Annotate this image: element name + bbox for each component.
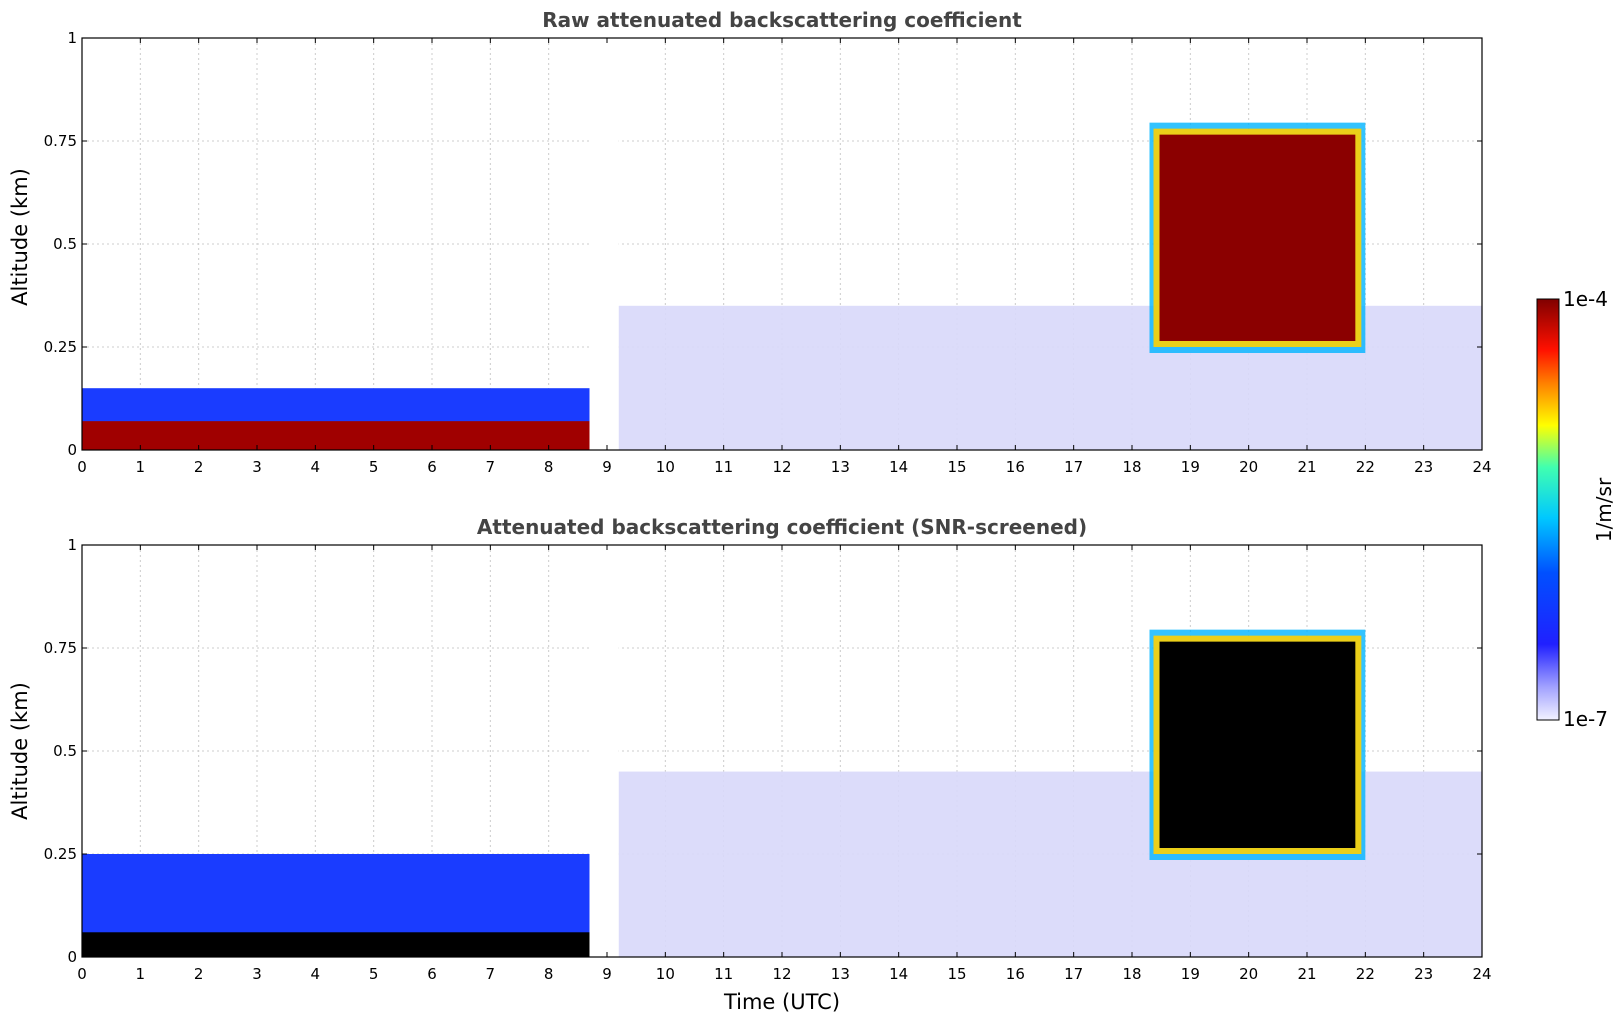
x-tick-label: 1: [136, 458, 146, 476]
x-tick-label: 22: [1356, 458, 1375, 476]
y-tick-label: 0.25: [44, 845, 77, 863]
x-tick-label: 13: [831, 458, 850, 476]
y-tick-label: 0: [67, 441, 77, 459]
x-tick-label: 10: [656, 458, 675, 476]
x-tick-label: 24: [1472, 458, 1491, 476]
x-tick-label: 8: [544, 965, 554, 983]
x-tick-label: 17: [1064, 965, 1083, 983]
x-tick-label: 2: [194, 458, 204, 476]
y-tick-label: 0: [67, 948, 77, 966]
x-tick-label: 11: [714, 458, 733, 476]
x-tick-label: 6: [427, 458, 437, 476]
x-tick-label: 20: [1239, 458, 1258, 476]
raw-backscatter-panel: Raw attenuated backscattering coefficien…: [8, 8, 1492, 476]
panel-title: Raw attenuated backscattering coefficien…: [542, 8, 1022, 32]
x-tick-label: 13: [831, 965, 850, 983]
data-gap: [589, 38, 619, 450]
y-tick-label: 0.75: [44, 639, 77, 657]
snr-screened-panel: Attenuated backscattering coefficient (S…: [8, 515, 1492, 1014]
y-axis-label: Altitude (km): [8, 682, 32, 820]
x-tick-label: 2: [194, 965, 204, 983]
x-tick-label: 5: [369, 965, 379, 983]
x-tick-label: 18: [1122, 458, 1141, 476]
x-tick-label: 15: [947, 965, 966, 983]
x-tick-label: 10: [656, 965, 675, 983]
x-tick-label: 11: [714, 965, 733, 983]
x-tick-label: 23: [1414, 965, 1433, 983]
x-tick-label: 12: [772, 965, 791, 983]
x-tick-label: 9: [602, 965, 612, 983]
y-tick-label: 0.5: [53, 235, 77, 253]
x-tick-label: 16: [1006, 965, 1025, 983]
x-tick-label: 3: [252, 458, 262, 476]
cloud-core: [1159, 134, 1356, 341]
colorbar-label: 1/m/sr: [1592, 477, 1616, 542]
colorbar: 1e-4 1e-7 1/m/sr: [1536, 287, 1616, 731]
x-tick-label: 17: [1064, 458, 1083, 476]
x-tick-label: 20: [1239, 965, 1258, 983]
feature-band: [82, 421, 590, 450]
x-tick-label: 3: [252, 965, 262, 983]
x-tick-label: 1: [136, 965, 146, 983]
x-tick-label: 0: [77, 965, 87, 983]
x-tick-label: 21: [1297, 965, 1316, 983]
y-tick-label: 0.25: [44, 338, 77, 356]
x-tick-label: 19: [1181, 965, 1200, 983]
x-tick-label: 18: [1122, 965, 1141, 983]
y-tick-label: 1: [67, 29, 77, 47]
colorbar-gradient: [1536, 298, 1560, 721]
y-tick-labels: 0 0.25 0.5 0.75 1: [44, 536, 1482, 966]
x-tick-label: 6: [427, 965, 437, 983]
x-tick-label: 14: [889, 458, 908, 476]
x-tick-label: 22: [1356, 965, 1375, 983]
y-tick-label: 1: [67, 536, 77, 554]
y-tick-label: 0.75: [44, 132, 77, 150]
x-tick-label: 19: [1181, 458, 1200, 476]
heatmap-area: [81, 37, 1483, 451]
x-tick-label: 4: [311, 965, 321, 983]
heatmap-area: [81, 544, 1483, 958]
y-axis-label: Altitude (km): [8, 168, 32, 306]
x-axis-label: Time (UTC): [723, 990, 840, 1014]
x-tick-labels: 0 1 2 3 4 5 6 7 8 9 10 11 12 13 14 15 16 17 18 19 20 21 22 23 24: [77, 38, 1492, 476]
cloud-core: [1159, 641, 1356, 848]
y-tick-label: 0.5: [53, 742, 77, 760]
x-tick-label: 7: [486, 458, 496, 476]
x-tick-label: 8: [544, 458, 554, 476]
x-tick-label: 0: [77, 458, 87, 476]
x-tick-label: 9: [602, 458, 612, 476]
x-tick-label: 15: [947, 458, 966, 476]
x-tick-label: 23: [1414, 458, 1433, 476]
x-tick-label: 24: [1472, 965, 1491, 983]
feature-band: [82, 932, 590, 957]
x-tick-label: 21: [1297, 458, 1316, 476]
x-tick-label: 5: [369, 458, 379, 476]
data-gap: [589, 545, 619, 957]
x-tick-label: 12: [772, 458, 791, 476]
colorbar-min-label: 1e-7: [1563, 707, 1608, 731]
x-tick-label: 7: [486, 965, 496, 983]
x-tick-label: 4: [311, 458, 321, 476]
colorbar-max-label: 1e-4: [1563, 287, 1608, 311]
y-tick-labels: 0 0.25 0.5 0.75 1: [44, 29, 1482, 459]
x-tick-label: 16: [1006, 458, 1025, 476]
x-tick-labels: 0 1 2 3 4 5 6 7 8 9 10 11 12 13 14 15 16 17 18 19 20 21 22 23 24: [77, 545, 1492, 983]
panel-title: Attenuated backscattering coefficient (S…: [477, 515, 1087, 539]
x-tick-label: 14: [889, 965, 908, 983]
